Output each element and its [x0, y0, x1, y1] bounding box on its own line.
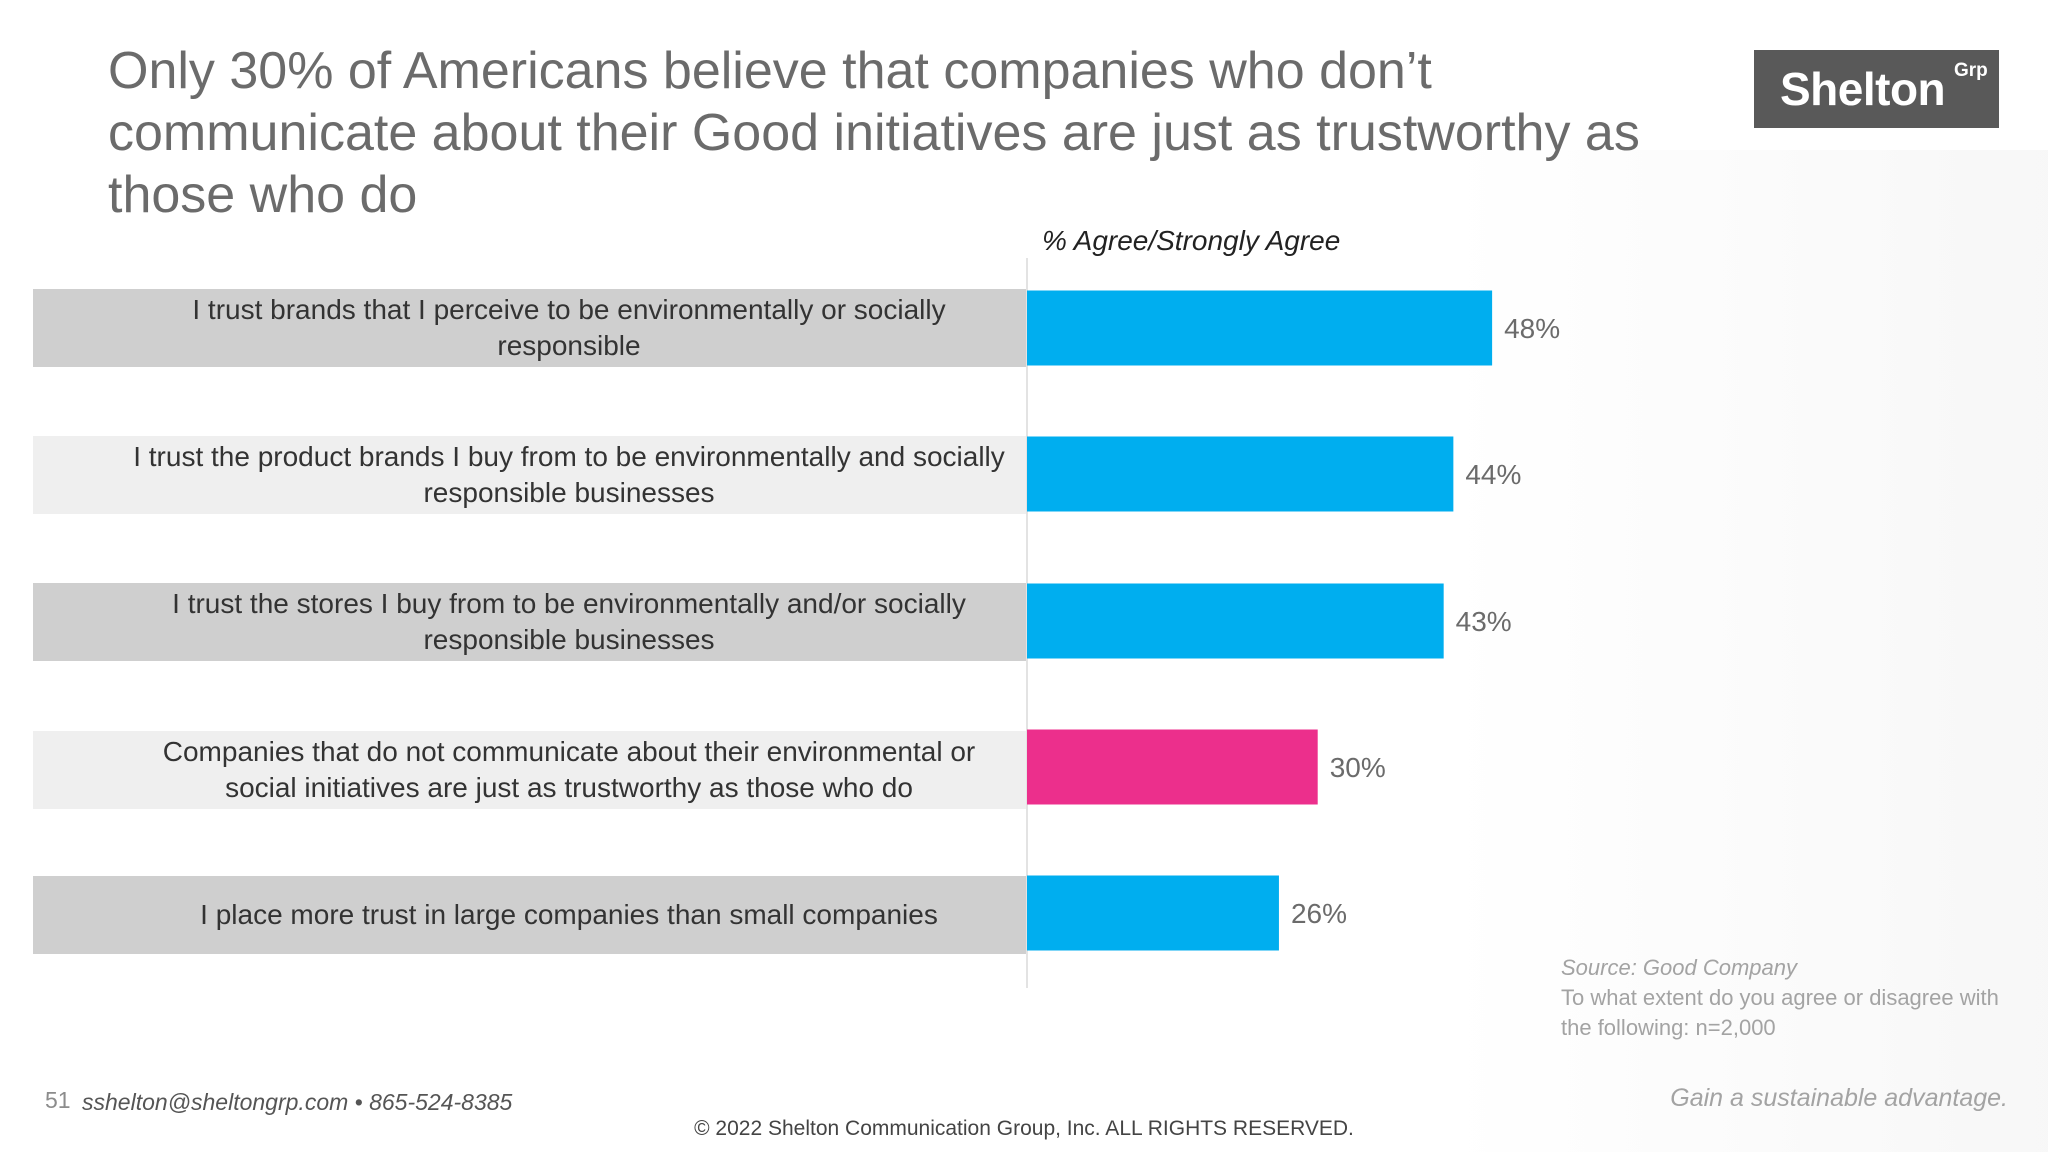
bar: [1027, 729, 1318, 805]
contact-info: sshelton@sheltongrp.com • 865-524-8385: [82, 1089, 513, 1115]
background-fade: [1448, 150, 2048, 1152]
category-label-row: Companies that do not communicate about …: [33, 731, 1027, 809]
bar: [1027, 436, 1454, 512]
category-label: I trust the stores I buy from to be envi…: [172, 588, 966, 655]
bar: [1027, 583, 1444, 659]
category-label-row: I trust the product brands I buy from to…: [33, 436, 1027, 514]
category-label: I place more trust in large companies th…: [200, 899, 938, 930]
category-label: I trust brands that I perceive to be env…: [192, 294, 946, 361]
source-title: Source: Good Company: [1561, 955, 1798, 980]
tagline: Gain a sustainable advantage.: [1670, 1084, 2008, 1112]
category-label-row: I trust the stores I buy from to be envi…: [33, 583, 1027, 661]
data-label: 30%: [1330, 752, 1386, 783]
data-label: 43%: [1456, 606, 1512, 637]
slide-title: Only 30% of Americans believe that compa…: [108, 42, 1640, 224]
logo-superscript: Grp: [1954, 60, 1988, 81]
value-axis-caption: % Agree/Strongly Agree: [1042, 225, 1341, 256]
shelton-grp-logo: Shelton Grp: [1754, 50, 1999, 128]
logo-wordmark: Shelton: [1780, 63, 1946, 115]
category-label-row: I trust brands that I perceive to be env…: [33, 289, 1027, 367]
source-note: Source: Good Company To what extent do y…: [1561, 953, 2031, 1043]
data-label: 26%: [1291, 898, 1347, 929]
data-label: 44%: [1465, 459, 1521, 490]
survey-question: To what extent do you agree or disagree …: [1561, 985, 1999, 1040]
bar: [1027, 875, 1279, 951]
data-label: 48%: [1504, 313, 1560, 344]
category-label: Companies that do not communicate about …: [162, 736, 976, 803]
bar: [1027, 290, 1493, 366]
copyright: © 2022 Shelton Communication Group, Inc.…: [694, 1117, 1354, 1140]
category-label: I trust the product brands I buy from to…: [133, 441, 1005, 508]
page-number: 51: [45, 1087, 71, 1113]
category-label-row: I place more trust in large companies th…: [33, 876, 1027, 954]
